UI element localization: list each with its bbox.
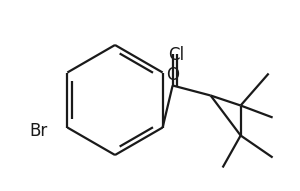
Text: Cl: Cl xyxy=(168,46,184,65)
Text: O: O xyxy=(166,66,179,83)
Text: Br: Br xyxy=(29,122,47,141)
